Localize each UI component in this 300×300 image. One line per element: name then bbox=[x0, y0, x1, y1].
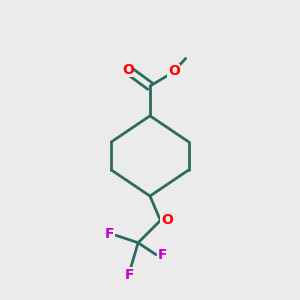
Text: O: O bbox=[168, 64, 180, 78]
Text: O: O bbox=[161, 213, 173, 227]
Text: F: F bbox=[124, 268, 134, 281]
Text: O: O bbox=[122, 63, 134, 77]
Text: F: F bbox=[105, 227, 115, 241]
Text: F: F bbox=[158, 248, 167, 262]
